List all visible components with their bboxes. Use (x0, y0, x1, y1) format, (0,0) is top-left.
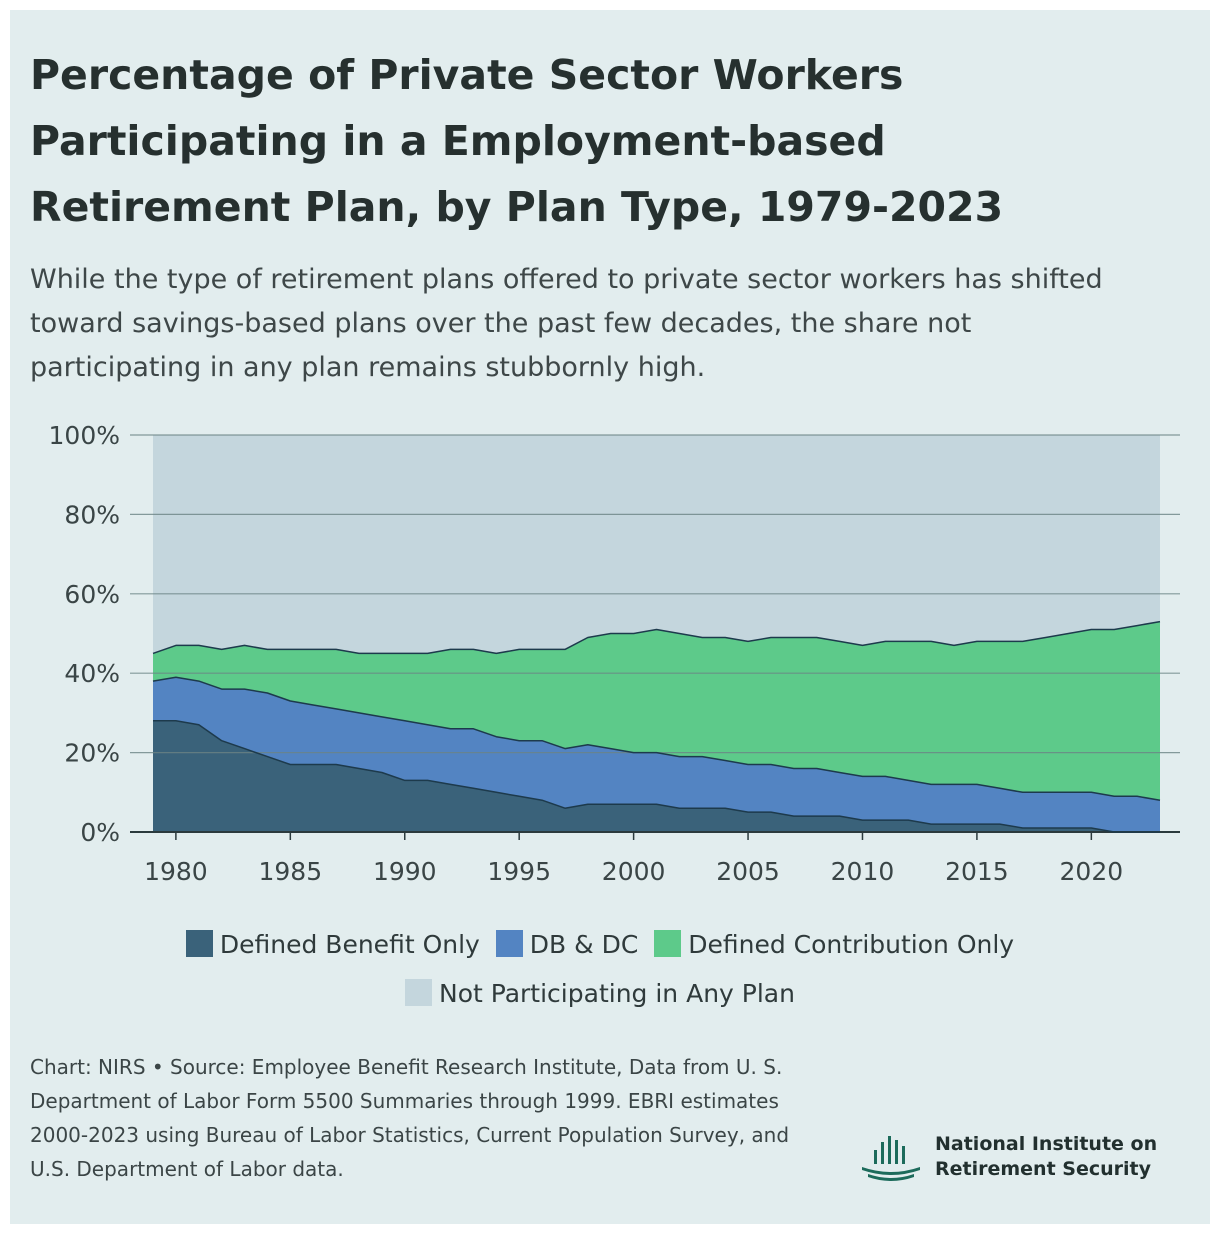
y-axis-labels: 0% 20% 40% 60% 80% 100% (49, 421, 120, 847)
legend-swatch-db-only (185, 930, 213, 957)
stacked-area-chart: 0% 20% 40% 60% 80% 100% 1980 1985 1990 1995 2000 2… (49, 421, 1180, 886)
x-tick-label: 1990 (373, 857, 437, 886)
area-db-dc (153, 677, 1160, 832)
legend-label-db-only: Defined Benefit Only (219, 930, 480, 959)
area-db-dc-outline (152, 676, 1161, 801)
legend-swatch-not-participating (405, 979, 433, 1006)
chart-title: Percentage of Private Sector Workers Par… (30, 51, 1004, 231)
legend-swatch-db-dc (495, 930, 523, 957)
legend-item-not-participating: Not Participating in Any Plan (405, 969, 795, 1018)
y-tick-label: 60% (64, 580, 120, 609)
y-tick-label: 80% (64, 500, 120, 529)
nirs-brand-name: National Institute on Retirement Securit… (935, 1133, 1158, 1180)
x-axis-labels: 1980 1985 1990 1995 2000 2005 2010 2015 2020 (144, 832, 1123, 886)
legend-item-dc-only: Defined Contribution Only (654, 920, 1014, 969)
area-defined-benefit-only (153, 720, 1160, 832)
y-tick-label: 20% (64, 739, 120, 768)
source-note: Chart: NIRS • Source: Employee Benefit R… (30, 1055, 790, 1181)
chart-legend: Defined Benefit Only DB & DC Defined Con… (80, 920, 1120, 1018)
legend-label-db-dc: DB & DC (529, 930, 639, 959)
legend-item-db-only: Defined Benefit Only (185, 920, 480, 969)
x-tick-label: 2015 (945, 857, 1009, 886)
outline-layer (152, 620, 1161, 833)
x-tick-label: 2000 (602, 857, 666, 886)
chart-subtitle: While the type of retirement plans offer… (30, 264, 1103, 383)
area-defined-benefit-only-outline (153, 720, 1160, 833)
legend-swatch-dc-only (654, 930, 682, 957)
x-tick-label: 1995 (487, 857, 551, 886)
y-tick-label: 40% (64, 659, 120, 688)
x-tick-label: 2020 (1060, 857, 1124, 886)
area-not-participating (153, 435, 1160, 654)
x-tick-label: 1985 (259, 857, 323, 886)
legend-label-dc-only: Defined Contribution Only (688, 930, 1015, 959)
nirs-logo-icon (862, 1136, 920, 1181)
x-tick-label: 1980 (144, 857, 208, 886)
y-tick-label: 0% (80, 818, 120, 847)
area-layer (153, 435, 1160, 832)
x-tick-label: 2005 (716, 857, 780, 886)
y-tick-label: 100% (49, 421, 120, 450)
area-defined-contribution-only (153, 621, 1160, 801)
x-tick-label: 2010 (831, 857, 895, 886)
area-defined-contribution-only-outline (152, 620, 1161, 655)
legend-item-db-dc: DB & DC (495, 920, 639, 969)
nirs-logo: National Institute on Retirement Securit… (858, 1130, 1188, 1190)
legend-label-not-participating: Not Participating in Any Plan (439, 979, 795, 1008)
